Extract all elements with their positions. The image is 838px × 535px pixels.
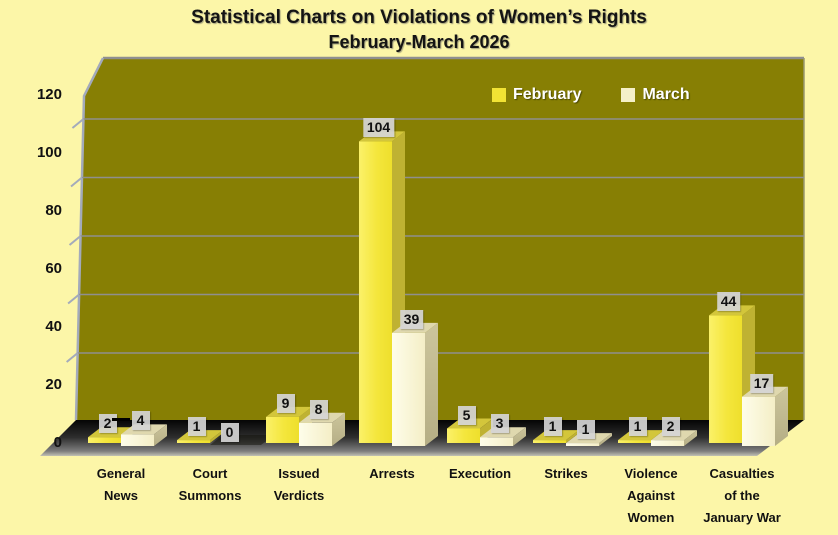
y-axis-tick-100: 100 [36,144,62,161]
y-axis-tick-80: 80 [45,202,62,219]
x-axis-label-8: Casualties of the January War [684,463,800,529]
february-swatch-icon [492,88,506,102]
x-axis-label-2: Court Summons [152,463,268,507]
x-axis-label-line: Execution [448,466,512,481]
gridlines [66,118,804,363]
y-axis-tick-120: 120 [36,86,62,103]
x-axis-label-line: Casualties [709,466,775,481]
bar-value-label: 104 [362,118,395,138]
y-axis-tick-0: 0 [53,434,62,451]
chart-back-wall [76,58,804,420]
x-axis-label-line: Women [627,510,675,525]
x-axis-label-5: Execution [422,463,538,485]
x-axis-label-line: Court [192,466,228,481]
legend-label-march: March [642,86,690,103]
x-axis-label-line: Arrests [369,466,415,481]
chart-title-line2: February-March 2026 [328,32,510,52]
bar-value-label: 1 [543,417,562,437]
bar-value-label: 8 [309,399,328,419]
x-axis-label-7: Violence Against Women [593,463,709,529]
bar-value-label: 39 [399,309,424,329]
bar-value-label: 9 [276,393,295,413]
gridline-tick-60 [68,235,82,246]
bar-value-label: 0 [220,423,239,442]
bar-value-label: 5 [457,405,476,425]
legend-item-march: March [621,86,690,104]
legend-item-february: February [492,86,581,104]
bar-value-label: 1 [576,420,595,440]
x-axis-label-line: General [96,466,146,481]
x-axis-label-line: Verdicts [273,488,325,503]
x-axis-label-1: General News [63,463,179,507]
x-axis-label-line: Issued [278,466,320,481]
y-axis-tick-40: 40 [45,318,62,335]
label-connector-line [112,418,130,421]
x-axis-label-line: Summons [178,488,242,503]
gridline-tick-100 [71,118,85,129]
x-axis-label-line: January War [703,510,781,525]
x-axis-label-line: of the [724,488,760,503]
bar-march-arrests [392,322,438,446]
bar-march-casualties-of-the-january-war [742,386,788,446]
x-axis-label-3: Issued Verdicts [241,463,357,507]
bar-value-label: 1 [628,417,647,437]
y-axis-tick-60: 60 [45,260,62,277]
chart-title: Statistical Charts on Violations of Wome… [0,5,838,55]
wall-left-edge [74,57,105,421]
legend-label-february: February [513,86,582,103]
bar-value-label: 17 [749,373,774,393]
legend: February March [492,86,690,104]
march-swatch-icon [621,88,636,102]
bar-value-label: 3 [490,414,509,434]
y-axis-tick-20: 20 [45,376,62,393]
gridline-tick-80 [70,176,83,188]
chart-title-line1: Statistical Charts on Violations of Wome… [191,7,647,28]
x-axis-label-line: Violence [624,466,678,481]
x-axis-label-4: Arrests [334,463,450,485]
gridline-tick-40 [67,293,80,305]
x-axis-label-line: News [104,488,138,503]
x-axis-label-line: Strikes [544,466,588,481]
bar-value-label: 1 [187,417,206,437]
bar-value-label: 4 [131,411,150,431]
x-axis-label-line: Against [627,488,675,503]
gridline-tick-20 [66,352,79,363]
bar-value-label: 2 [661,417,680,437]
bar-value-label: 44 [716,292,741,312]
x-axis-label-6: Strikes [508,463,624,485]
